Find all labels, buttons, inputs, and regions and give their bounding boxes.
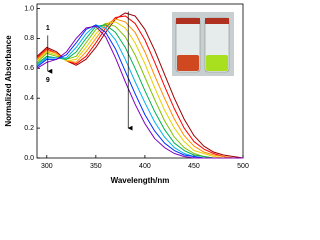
y-tick-label: 1.0 (24, 5, 34, 12)
y-tick-label: 0.0 (24, 155, 34, 162)
annotation: 1 (46, 25, 50, 32)
series-line (36, 24, 243, 159)
y-tick-label: 0.8 (24, 35, 34, 42)
inset-photo (172, 12, 234, 76)
x-tick-label: 300 (41, 163, 53, 170)
series-line (36, 18, 243, 159)
series-line (36, 25, 243, 159)
y-tick-label: 0.4 (24, 95, 34, 102)
x-tick-label: 500 (237, 163, 249, 170)
page: Wavelength/nm Normalized Absorbance 300 3… (4, 3, 249, 186)
series-line (36, 21, 243, 159)
series-line (36, 12, 244, 159)
y-tick-label: 0.6 (24, 65, 34, 72)
x-tick-label: 450 (188, 163, 200, 170)
plot-frame (36, 3, 244, 159)
y-tick-label: 0.2 (24, 125, 34, 132)
y-axis-label: Normalized Absorbance (4, 35, 13, 127)
x-axis-label: Wavelength/nm (111, 176, 170, 185)
chart: Wavelength/nm Normalized Absorbance 300 3… (4, 3, 249, 185)
x-tick-label: 350 (90, 163, 102, 170)
series-line (36, 15, 243, 159)
annotation: 9 (46, 77, 50, 84)
x-tick-label: 400 (139, 163, 151, 170)
